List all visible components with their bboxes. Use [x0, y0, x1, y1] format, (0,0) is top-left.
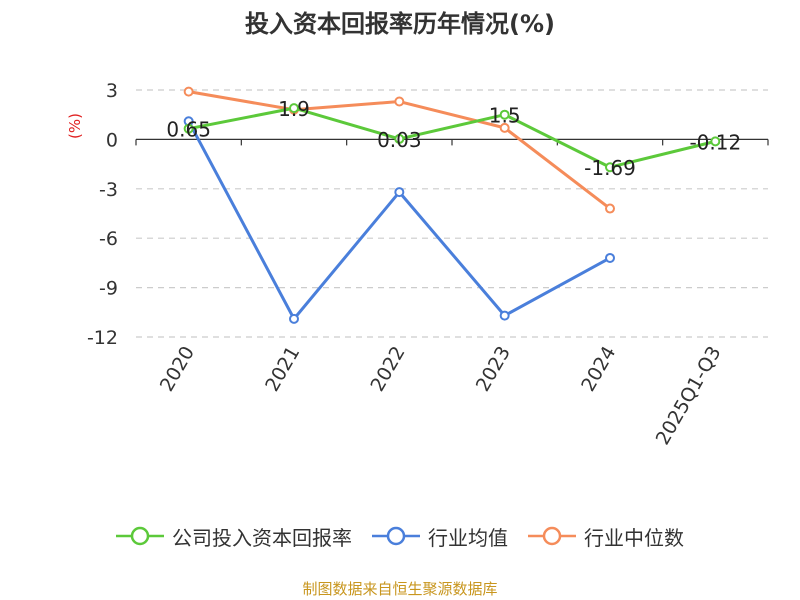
legend-swatch-icon [372, 526, 420, 546]
data-label: 1.5 [489, 104, 521, 128]
legend-label: 行业均值 [428, 525, 508, 550]
data-point [183, 86, 194, 97]
y-tick-label: 3 [106, 80, 118, 102]
data-label: -1.69 [584, 156, 636, 180]
data-point [605, 203, 615, 214]
series-lines [183, 86, 721, 324]
x-tick-label: 2024 [577, 343, 620, 396]
data-label: 0.03 [377, 128, 422, 152]
data-label: 0.65 [166, 118, 211, 142]
legend-label: 行业中位数 [584, 525, 684, 550]
data-point [394, 133, 405, 144]
data-point [394, 96, 405, 107]
y-tick-label: -3 [99, 179, 118, 201]
legend-item[interactable]: 行业均值 [372, 522, 508, 551]
data-point [394, 187, 405, 198]
x-tick-label: 2022 [366, 343, 409, 396]
legend-item[interactable]: 公司投入资本回报率 [116, 522, 352, 551]
data-labels: 0.65 1.9 0.03 1.5 -1.69 -0.12 [166, 97, 741, 180]
legend-swatch-icon [528, 526, 576, 546]
x-tick-label: 2020 [156, 343, 199, 396]
y-tick-label: 0 [106, 129, 118, 151]
data-point [605, 252, 615, 263]
data-point [183, 123, 194, 134]
series-line [188, 106, 716, 169]
data-label: 1.9 [278, 97, 310, 121]
data-point [605, 162, 615, 173]
data-point [289, 313, 299, 324]
data-point [499, 310, 510, 321]
x-tick-label: 2021 [261, 343, 304, 396]
y-axis-label: (%) [66, 113, 84, 139]
data-point [499, 109, 510, 120]
x-tick-label: 2025Q1-Q3 [652, 343, 726, 449]
data-label: -0.12 [689, 130, 741, 154]
x-tick-label: 2023 [472, 343, 515, 396]
y-tick-label: -9 [99, 278, 118, 300]
y-tick-label: -12 [87, 327, 118, 349]
data-point [710, 136, 721, 147]
legend-label: 公司投入资本回报率 [172, 525, 352, 550]
legend-item[interactable]: 行业中位数 [528, 522, 684, 551]
data-point [499, 122, 510, 133]
legend: 公司投入资本回报率 行业均值 行业中位数 [0, 518, 800, 554]
data-point [289, 103, 299, 114]
legend-swatch-icon [116, 526, 164, 546]
chart-title: 投入资本回报率历年情况(%) [245, 10, 555, 38]
y-tick-label: -6 [99, 228, 118, 250]
source-note: 制图数据来自恒生聚源数据库 [302, 580, 498, 598]
